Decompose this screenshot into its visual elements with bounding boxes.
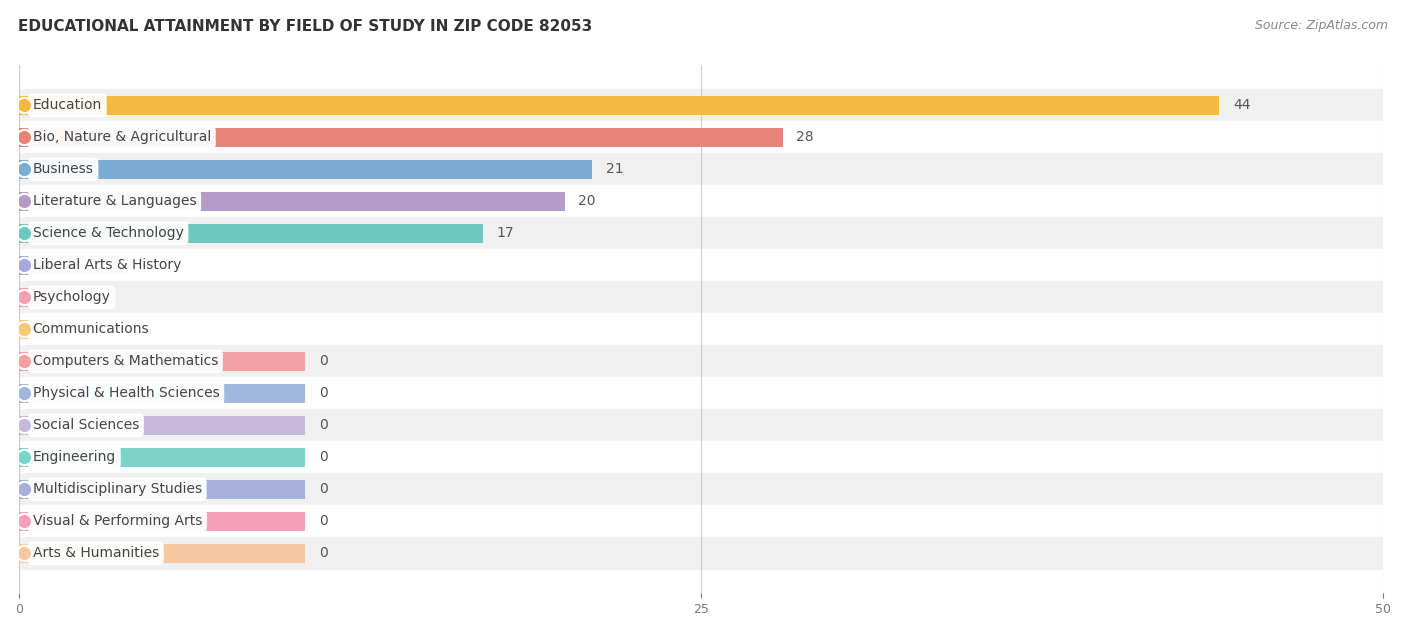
Text: Physical & Health Sciences: Physical & Health Sciences — [32, 386, 219, 400]
Bar — [20, 473, 1384, 505]
Text: Communications: Communications — [32, 322, 149, 336]
Text: 20: 20 — [578, 194, 596, 208]
Text: 44: 44 — [1233, 98, 1250, 112]
Text: Source: ZipAtlas.com: Source: ZipAtlas.com — [1254, 19, 1388, 32]
Bar — [20, 314, 1384, 345]
Text: EDUCATIONAL ATTAINMENT BY FIELD OF STUDY IN ZIP CODE 82053: EDUCATIONAL ATTAINMENT BY FIELD OF STUDY… — [18, 19, 592, 34]
Text: 0: 0 — [319, 355, 328, 369]
Bar — [20, 538, 1384, 569]
Text: 1: 1 — [60, 322, 69, 336]
Text: 28: 28 — [796, 131, 814, 144]
Text: Multidisciplinary Studies: Multidisciplinary Studies — [32, 482, 202, 497]
Text: Arts & Humanities: Arts & Humanities — [32, 546, 159, 560]
Bar — [20, 186, 1384, 218]
Bar — [20, 544, 305, 563]
Text: 21: 21 — [606, 162, 623, 177]
Bar — [20, 128, 783, 147]
Text: Bio, Nature & Agricultural: Bio, Nature & Agricultural — [32, 131, 211, 144]
Bar — [20, 410, 1384, 441]
Bar — [20, 160, 592, 179]
Bar — [20, 416, 305, 435]
Bar — [20, 249, 1384, 281]
Bar — [20, 320, 46, 339]
Text: Engineering: Engineering — [32, 451, 115, 464]
Text: Business: Business — [32, 162, 94, 177]
Bar — [20, 224, 482, 243]
Text: 0: 0 — [319, 514, 328, 528]
Text: 0: 0 — [319, 418, 328, 432]
Bar — [20, 351, 305, 371]
Bar — [20, 384, 305, 403]
Bar — [20, 377, 1384, 410]
Text: 1: 1 — [60, 290, 69, 304]
Bar — [20, 90, 1384, 121]
Text: Visual & Performing Arts: Visual & Performing Arts — [32, 514, 202, 528]
Text: Psychology: Psychology — [32, 290, 111, 304]
Text: Literature & Languages: Literature & Languages — [32, 194, 197, 208]
Bar — [20, 441, 1384, 473]
Bar — [20, 512, 305, 531]
Text: 0: 0 — [319, 546, 328, 560]
Text: Computers & Mathematics: Computers & Mathematics — [32, 355, 218, 369]
Bar — [20, 153, 1384, 186]
Bar — [20, 218, 1384, 249]
Bar — [20, 288, 46, 307]
Text: Social Sciences: Social Sciences — [32, 418, 139, 432]
Bar — [20, 448, 305, 467]
Bar — [20, 256, 128, 275]
Text: 0: 0 — [319, 482, 328, 497]
Bar — [20, 192, 565, 211]
Bar — [20, 345, 1384, 377]
Bar — [20, 121, 1384, 153]
Bar — [20, 96, 1219, 115]
Text: Education: Education — [32, 98, 101, 112]
Text: Science & Technology: Science & Technology — [32, 227, 184, 240]
Text: 4: 4 — [142, 259, 150, 273]
Bar — [20, 480, 305, 499]
Text: 17: 17 — [496, 227, 515, 240]
Bar — [20, 281, 1384, 314]
Text: 0: 0 — [319, 386, 328, 400]
Bar — [20, 505, 1384, 538]
Text: 0: 0 — [319, 451, 328, 464]
Text: Liberal Arts & History: Liberal Arts & History — [32, 259, 181, 273]
